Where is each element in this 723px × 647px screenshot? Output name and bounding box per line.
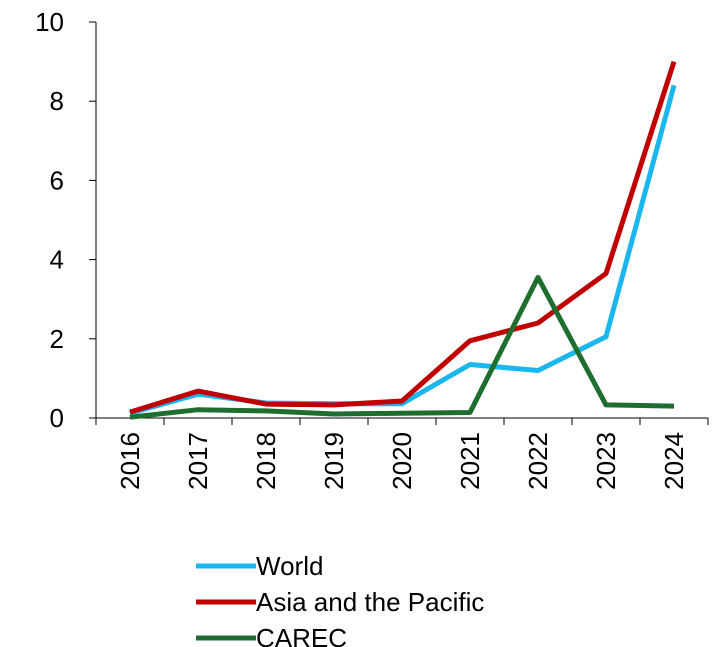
series-lines xyxy=(129,60,677,420)
legend-label: World xyxy=(256,551,323,581)
y-tick-label: 0 xyxy=(50,403,64,433)
legend-label: Asia and the Pacific xyxy=(256,587,484,617)
y-tick-label: 10 xyxy=(35,7,64,37)
y-tick-label: 2 xyxy=(50,324,64,354)
legend: World Asia and the Pacific CAREC xyxy=(196,551,484,647)
series-line-1 xyxy=(129,60,677,415)
y-tick-label: 8 xyxy=(50,86,64,116)
x-tick-label: 2017 xyxy=(183,432,213,490)
axes: 0 2 4 6 8 10 2016 2017 2018 2019 2020 2021 2022 2023 2… xyxy=(35,7,709,490)
x-tick-label: 2016 xyxy=(115,432,145,490)
legend-label: CAREC xyxy=(256,623,347,647)
x-tick-label: 2024 xyxy=(659,432,689,490)
y-tick-label: 4 xyxy=(50,245,64,275)
x-tick-label: 2022 xyxy=(523,432,553,490)
x-tick-label: 2018 xyxy=(251,432,281,490)
series-line-0 xyxy=(129,84,677,416)
x-tick-label: 2023 xyxy=(591,432,621,490)
series-line-2 xyxy=(129,274,675,420)
x-tick-label: 2019 xyxy=(319,432,349,490)
y-tick-label: 6 xyxy=(50,165,64,195)
x-tick-label: 2021 xyxy=(455,432,485,490)
x-tick-label: 2020 xyxy=(387,432,417,490)
